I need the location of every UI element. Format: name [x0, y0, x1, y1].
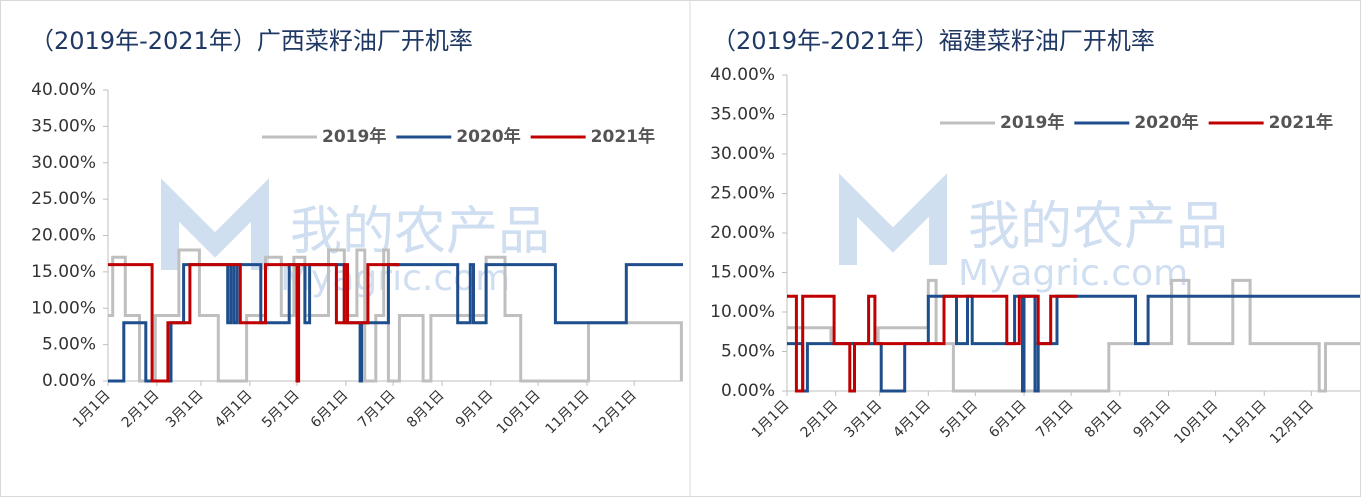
chart-title: （2019年-2021年）广西菜籽油厂开机率 [30, 27, 473, 55]
chart-title: （2019年-2021年）福建菜籽油厂开机率 [712, 27, 1155, 55]
y-tick-label: 15.00% [31, 262, 96, 282]
series-line [108, 263, 400, 383]
y-tick-label: 20.00% [710, 223, 775, 243]
y-tick-label: 30.00% [31, 153, 96, 173]
x-tick-label: 8月1日 [404, 387, 448, 431]
legend-label: 2019年 [1000, 112, 1064, 133]
x-tick-label: 3月1日 [842, 397, 886, 441]
y-tick-label: 30.00% [710, 144, 775, 164]
x-tick-label: 11月1日 [543, 387, 593, 437]
legend-label: 2020年 [456, 126, 520, 147]
x-tick-label: 5月1日 [937, 397, 981, 441]
x-tick-label: 4月1日 [212, 387, 256, 431]
y-tick-label: 25.00% [31, 189, 96, 209]
y-tick-label: 25.00% [710, 184, 775, 204]
series-line [787, 294, 1078, 393]
watermark-logo [839, 173, 947, 265]
x-tick-label: 5月1日 [259, 387, 303, 431]
x-tick-label: 12月1日 [590, 387, 640, 437]
legend-label: 2020年 [1134, 112, 1198, 133]
x-tick-label: 1月1日 [70, 387, 114, 431]
series-line [108, 263, 683, 383]
series-line [787, 294, 1360, 393]
x-tick-label: 11月1日 [1220, 397, 1270, 447]
x-tick-label: 7月1日 [355, 387, 399, 431]
x-tick-label: 3月1日 [163, 387, 207, 431]
watermark: 我的农产品 [290, 202, 550, 262]
legend-label: 2021年 [1269, 112, 1333, 133]
y-tick-label: 0.00% [42, 371, 96, 391]
y-tick-label: 5.00% [721, 342, 775, 362]
x-tick-label: 4月1日 [890, 397, 934, 441]
y-tick-label: 40.00% [710, 65, 775, 85]
x-tick-label: 10月1日 [494, 387, 544, 437]
legend-label: 2021年 [591, 126, 655, 147]
watermark: Myagric.com [958, 253, 1188, 294]
y-tick-label: 35.00% [31, 116, 96, 136]
x-tick-label: 9月1日 [453, 387, 497, 431]
y-tick-label: 20.00% [31, 226, 96, 246]
x-tick-label: 8月1日 [1082, 397, 1126, 441]
legend-label: 2019年 [322, 126, 386, 147]
x-tick-label: 9月1日 [1130, 397, 1174, 441]
watermark-logo [161, 178, 269, 270]
x-tick-label: 1月1日 [749, 397, 793, 441]
y-tick-label: 40.00% [31, 80, 96, 100]
x-tick-label: 6月1日 [308, 387, 352, 431]
x-tick-label: 2月1日 [798, 397, 842, 441]
y-tick-label: 15.00% [710, 263, 775, 283]
y-tick-label: 10.00% [710, 302, 775, 322]
x-tick-label: 7月1日 [1033, 397, 1077, 441]
x-tick-label: 12月1日 [1267, 397, 1317, 447]
y-tick-label: 10.00% [31, 298, 96, 318]
watermark: 我的农产品 [968, 197, 1228, 257]
x-tick-label: 10月1日 [1171, 397, 1221, 447]
x-tick-label: 2月1日 [119, 387, 163, 431]
y-tick-label: 0.00% [721, 381, 775, 401]
x-tick-label: 6月1日 [986, 397, 1030, 441]
y-tick-label: 35.00% [710, 105, 775, 125]
y-tick-label: 5.00% [42, 335, 96, 355]
